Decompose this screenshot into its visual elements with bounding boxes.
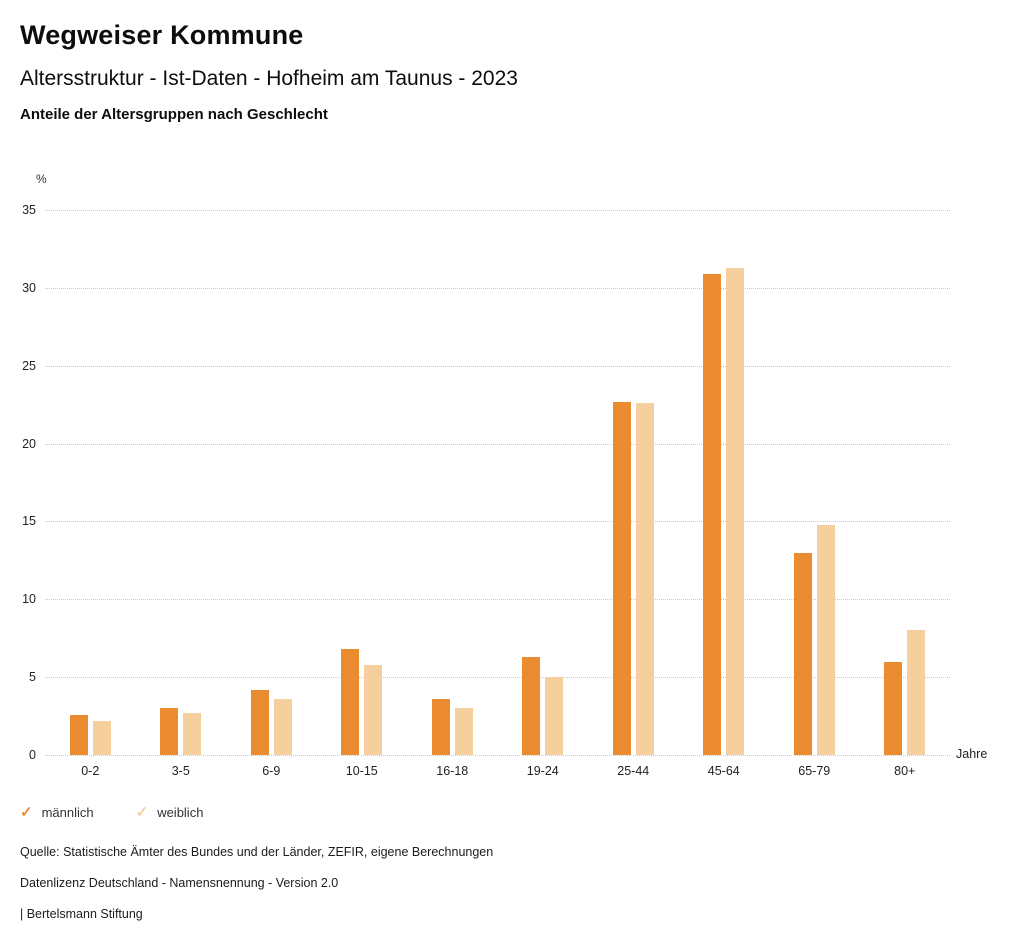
bar-group-16-18 (431, 698, 473, 755)
bar-weiblich-6-9[interactable] (273, 698, 292, 755)
x-axis-tick-label: 0-2 (81, 764, 100, 778)
bar-männlich-3-5[interactable] (160, 708, 179, 755)
gridline (45, 599, 950, 601)
y-axis-tick-label: 35 (22, 203, 36, 217)
bar-group-19-24 (522, 656, 564, 755)
bar-männlich-0-2[interactable] (69, 714, 88, 755)
y-axis-tick-label: 20 (22, 436, 36, 451)
x-axis-tick-label: 65-79 (798, 764, 831, 778)
bar-group-10-15 (341, 649, 383, 755)
bar-group-0-2 (69, 714, 111, 755)
x-axis-tick-label: 3-5 (171, 764, 190, 778)
legend-label: weiblich (157, 805, 204, 820)
bar-weiblich-65-79[interactable] (816, 524, 835, 755)
bar-group-45-64 (703, 267, 745, 755)
bar-männlich-16-18[interactable] (431, 698, 450, 755)
check-icon: ✓ (135, 804, 149, 821)
source-text: Quelle: Statistische Ämter des Bundes un… (20, 845, 494, 859)
bar-weiblich-80+[interactable] (907, 630, 926, 755)
age-structure-chart: % Jahre ✓ männlich ✓ weiblich 0 5 10 15 20 25 30 3… (0, 165, 1024, 835)
bar-group-25-44 (612, 401, 654, 755)
x-axis-tick-label: 25-44 (617, 764, 650, 778)
bar-weiblich-0-2[interactable] (92, 720, 111, 755)
bar-weiblich-3-5[interactable] (183, 712, 202, 755)
legend-label: männlich (41, 805, 94, 820)
bar-männlich-45-64[interactable] (703, 273, 722, 755)
y-axis-unit-label: % (36, 172, 47, 186)
bar-group-6-9 (250, 689, 292, 755)
legend-item-männlich[interactable]: ✓ männlich (20, 805, 94, 820)
gridline (45, 677, 950, 679)
x-axis-tick-label: 45-64 (707, 764, 740, 778)
bar-männlich-25-44[interactable] (612, 401, 631, 755)
bar-weiblich-45-64[interactable] (726, 267, 745, 755)
y-axis-tick-label: 5 (29, 670, 36, 685)
legend-item-weiblich[interactable]: ✓ weiblich (136, 805, 204, 820)
gridline (45, 210, 950, 211)
legend: ✓ männlich ✓ weiblich (20, 805, 203, 820)
gridline (45, 365, 950, 367)
x-axis-unit-label: Jahre (956, 747, 988, 761)
gridline (45, 755, 950, 756)
bar-weiblich-25-44[interactable] (635, 403, 654, 755)
bar-männlich-10-15[interactable] (341, 649, 360, 755)
gridline (45, 521, 950, 523)
x-axis-tick-label: 6-9 (262, 764, 281, 778)
page-subtitle: Altersstruktur - Ist-Daten - Hofheim am … (20, 67, 518, 90)
check-icon: ✓ (20, 804, 33, 821)
bar-männlich-19-24[interactable] (522, 656, 541, 755)
gridline (45, 287, 950, 289)
x-axis-tick-label: 80+ (894, 764, 916, 778)
bar-group-65-79 (793, 524, 835, 755)
y-axis-tick-label: 25 (22, 358, 36, 373)
x-axis-tick-label: 10-15 (345, 764, 378, 778)
bar-männlich-6-9[interactable] (250, 689, 269, 755)
bar-group-80+ (884, 630, 926, 755)
y-axis-tick-label: 10 (22, 592, 36, 607)
y-axis-tick-label: 30 (22, 280, 36, 295)
bar-group-3-5 (160, 708, 202, 755)
attribution-text: | Bertelsmann Stiftung (20, 907, 143, 921)
bar-männlich-65-79[interactable] (793, 552, 812, 755)
chart-title: Anteile der Altersgruppen nach Geschlech… (20, 106, 328, 123)
y-axis-tick-label: 15 (22, 514, 36, 529)
gridline (45, 443, 950, 445)
bar-männlich-80+[interactable] (884, 661, 903, 755)
plot-area (45, 210, 950, 756)
bar-weiblich-16-18[interactable] (454, 708, 473, 755)
bar-weiblich-10-15[interactable] (364, 664, 383, 755)
bar-weiblich-19-24[interactable] (545, 677, 564, 755)
x-axis-tick-label: 16-18 (436, 764, 469, 778)
y-axis-tick-label: 0 (29, 748, 36, 762)
page-title: Wegweiser Kommune (20, 20, 304, 50)
license-text: Datenlizenz Deutschland - Namensnennung … (20, 876, 339, 890)
x-axis-tick-label: 19-24 (526, 764, 559, 778)
